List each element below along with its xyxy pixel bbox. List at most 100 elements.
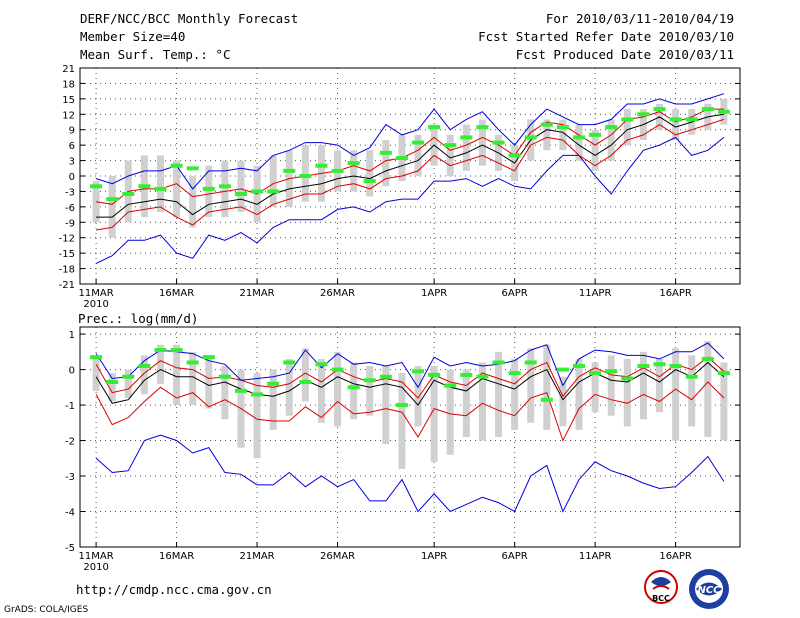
temp-spread-box (462, 124, 470, 171)
temp-y-tick-label: 18 (62, 79, 75, 90)
temp-x-tick-label: 1APR (421, 288, 447, 299)
variable-label: Mean Surf. Temp.: °C (80, 47, 231, 62)
temp-median-marker (234, 192, 247, 196)
prec-y-tick-label: -2 (65, 437, 75, 448)
temp-x-year-label: 2010 (83, 299, 108, 310)
prec-y-tick-label: 1 (69, 330, 75, 341)
temp-median-marker (444, 143, 457, 148)
temp-x-tick-label: 11MAR (79, 288, 114, 299)
temp-spread-box (543, 119, 551, 151)
prec-median-marker (395, 403, 408, 408)
prec-median-marker (186, 360, 199, 365)
prec-median-marker (138, 364, 151, 369)
temp-median-marker (428, 125, 441, 130)
prec-spread-box (656, 358, 664, 413)
prec-median-marker (202, 355, 215, 360)
temp-median-marker (251, 189, 264, 194)
prec-median-marker (428, 372, 441, 377)
temp-median-marker (492, 140, 505, 145)
temp-median-marker (186, 166, 199, 171)
temp-y-tick-label: -3 (65, 187, 75, 198)
prec-x-tick-label: 6APR (502, 551, 528, 562)
prec-spread-box (623, 358, 631, 427)
prec-spread-box (575, 358, 583, 430)
prec-max-line (95, 434, 725, 513)
temp-median-marker (476, 125, 489, 130)
temp-spread-box (301, 145, 309, 202)
forecast-produced: Fcst Produced Date 2010/03/11 (515, 47, 734, 62)
temp-median-marker (589, 132, 602, 137)
prec-x-tick-label: 26MAR (320, 551, 355, 562)
temp-median-marker (653, 107, 666, 112)
prec-median-marker (379, 374, 392, 379)
prec-median-marker (701, 356, 714, 361)
temp-spread-box (108, 176, 116, 238)
prec-median-marker (573, 364, 586, 369)
prec-median-marker (283, 360, 296, 365)
temp-median-marker (106, 197, 119, 202)
temp-spread-box (559, 119, 567, 151)
temp-median-marker (669, 117, 682, 122)
temp-spread-box (575, 124, 583, 161)
temp-median-marker (299, 174, 312, 178)
prec-spread-box (140, 355, 148, 395)
temp-spread-box (478, 119, 486, 166)
temp-median-marker (637, 112, 650, 117)
temp-median-marker (154, 186, 167, 191)
ncc-logo-text: NCC (697, 585, 721, 596)
temp-median-marker (315, 163, 328, 168)
temp-median-marker (701, 107, 714, 112)
temp-median-marker (540, 122, 553, 127)
prec-median-marker (685, 374, 698, 379)
temp-y-tick-label: -21 (59, 280, 75, 291)
prec-spread-box (92, 355, 100, 391)
source-url[interactable]: http://cmdp.ncc.cma.gov.cn (76, 582, 272, 597)
temp-y-tick-label: 9 (69, 126, 75, 137)
prec-spread-box (478, 362, 486, 441)
member-size: Member Size=40 (80, 29, 186, 44)
prec-median-marker (347, 385, 360, 390)
temp-spread-box (623, 109, 631, 146)
prec-median-marker (90, 355, 103, 360)
prec-median-marker (669, 364, 682, 369)
prec-y-tick-label: -4 (65, 508, 75, 519)
temp-median-marker (412, 140, 425, 145)
prec-spread-box (398, 373, 406, 469)
prec-spread-box (704, 341, 712, 437)
temp-median-marker (138, 184, 151, 189)
prec-median-marker (524, 360, 537, 365)
prec-x-tick-label: 11APR (579, 551, 612, 562)
prec-median-marker (106, 380, 119, 384)
prec-spread-box (221, 366, 229, 420)
prec-spread-box (350, 362, 358, 420)
prec-spread-box (285, 358, 293, 416)
temp-median-marker (218, 184, 231, 189)
temp-median-marker (283, 168, 296, 173)
prec-median-marker (218, 374, 231, 379)
temp-x-tick-label: 26MAR (320, 288, 355, 299)
temp-spread-box (366, 150, 374, 197)
prec-min-line (95, 342, 725, 389)
prec-median-marker (154, 348, 167, 353)
prec-median-marker (444, 383, 457, 388)
prec-x-tick-label: 1APR (421, 551, 447, 562)
prec-median-marker (637, 364, 650, 369)
temp-median-marker (395, 156, 408, 160)
prec-median-marker (653, 362, 666, 367)
temp-median-marker (363, 179, 376, 184)
prec-x-tick-label: 16APR (659, 551, 692, 562)
temp-spread-box (446, 134, 454, 176)
temp-y-tick-label: 15 (62, 95, 75, 106)
prec-median-marker (315, 362, 328, 367)
temp-spread-box (382, 140, 390, 187)
prec-median-marker (589, 371, 602, 376)
temp-y-tick-label: 3 (69, 157, 75, 168)
prec-spread-box (607, 355, 615, 416)
temp-spread-box (92, 181, 100, 223)
prec-median-marker (331, 367, 344, 372)
temp-median-marker (508, 153, 521, 158)
prec-spread-box (205, 355, 213, 409)
